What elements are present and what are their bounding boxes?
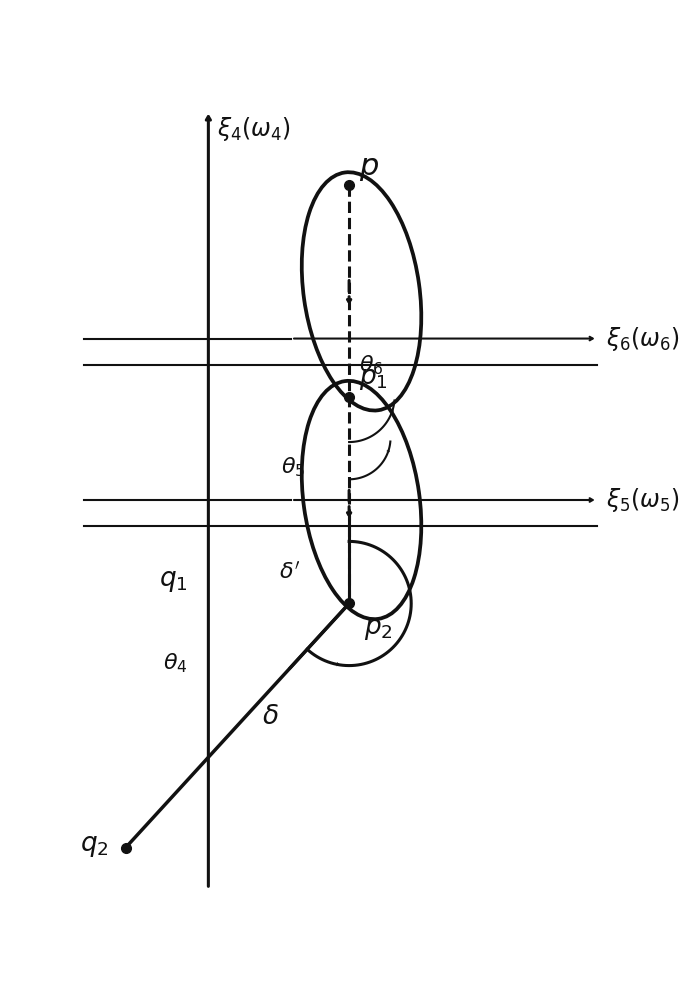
Text: $\theta_5$: $\theta_5$	[281, 455, 305, 479]
Text: $\xi_4(\omega_4)$: $\xi_4(\omega_4)$	[217, 115, 291, 143]
Text: $p_2$: $p_2$	[364, 616, 393, 642]
Text: p: p	[359, 152, 379, 181]
Text: $\theta_4$: $\theta_4$	[163, 651, 188, 675]
Text: $\delta'$: $\delta'$	[279, 561, 300, 583]
Text: $\xi_5(\omega_5)$: $\xi_5(\omega_5)$	[606, 486, 680, 514]
Text: $\delta$: $\delta$	[262, 704, 279, 730]
Text: $\xi_6(\omega_6)$: $\xi_6(\omega_6)$	[606, 325, 680, 353]
Text: $\theta_6$: $\theta_6$	[359, 353, 383, 377]
Text: $q_1$: $q_1$	[158, 568, 188, 594]
Text: $p_1$: $p_1$	[359, 366, 388, 392]
Text: $q_2$: $q_2$	[80, 833, 109, 859]
